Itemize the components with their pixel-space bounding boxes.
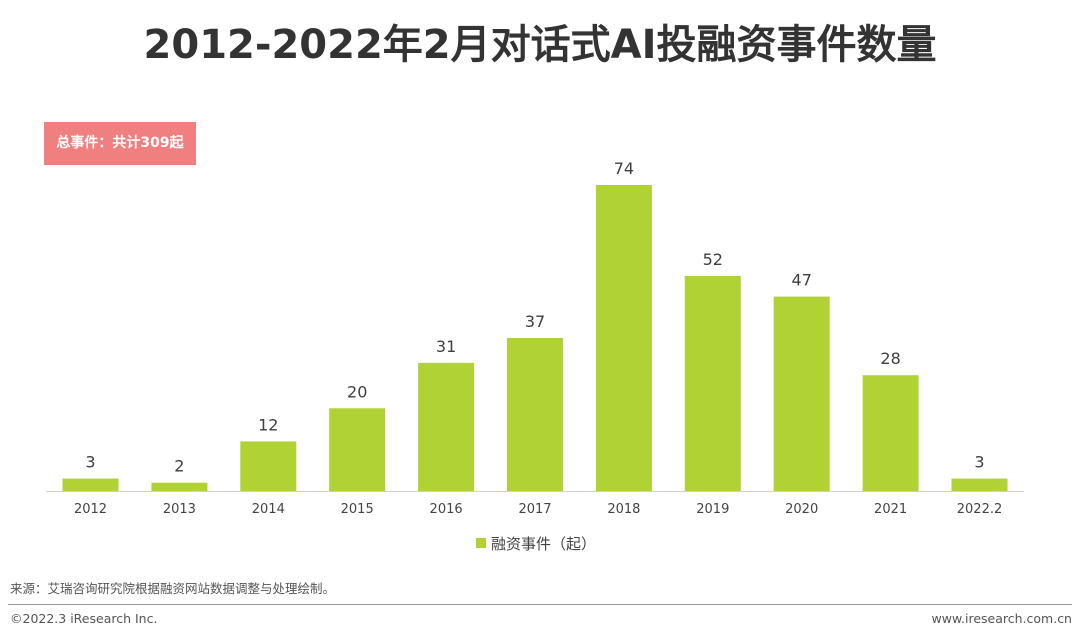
bar-2019 [684,276,741,491]
data-label-2022.2: 3 [974,453,984,472]
x-tick-label-2013: 2013 [163,502,196,517]
data-label-2014: 12 [258,415,278,434]
legend-label: 融资事件（起） [491,534,597,553]
bar-2015 [329,408,386,491]
website: www.iresearch.com.cn [931,611,1073,626]
data-label-2020: 47 [792,271,812,290]
x-tick-label-2022.2: 2022.2 [957,502,1003,517]
x-tick-label-2021: 2021 [874,502,907,517]
footer-divider [8,604,1072,605]
data-label-2016: 31 [436,337,456,356]
data-label-2019: 52 [703,250,723,269]
x-tick-label-2012: 2012 [74,502,107,517]
bar-2017 [507,338,563,491]
data-label-2017: 37 [525,312,545,331]
data-label-2012: 3 [85,453,95,472]
bar-2014 [240,441,297,491]
x-tick-label-2014: 2014 [252,502,285,517]
data-label-2013: 2 [174,457,184,476]
bar-2022.2 [951,478,1008,491]
x-tick-label-2015: 2015 [341,502,374,517]
source-note: 来源：艾瑞咨询研究院根据融资网站数据调整与处理绘制。 [10,581,336,596]
x-tick-label-2016: 2016 [430,502,463,517]
legend: 融资事件（起） [476,533,596,553]
legend-swatch [476,538,486,548]
x-tick-label-2017: 2017 [518,502,551,517]
bar-2020 [773,296,830,491]
bar-2012 [62,478,119,491]
x-tick-label-2018: 2018 [607,502,640,517]
total-events-badge: 总事件：共计309起 [44,122,196,165]
bar-2016 [418,362,475,491]
data-label-2015: 20 [347,382,367,401]
data-label-2018: 74 [614,159,634,178]
x-tick-label-2020: 2020 [785,502,818,517]
bar-2021 [862,375,919,491]
bar-2013 [151,482,208,491]
chart-title: 2012-2022年2月对话式AI投融资事件数量 [143,22,937,68]
copyright: ©2022.3 iResearch Inc. [10,611,158,626]
bar-2018 [595,185,652,491]
data-label-2021: 28 [880,349,900,368]
x-tick-label-2019: 2019 [696,502,729,517]
